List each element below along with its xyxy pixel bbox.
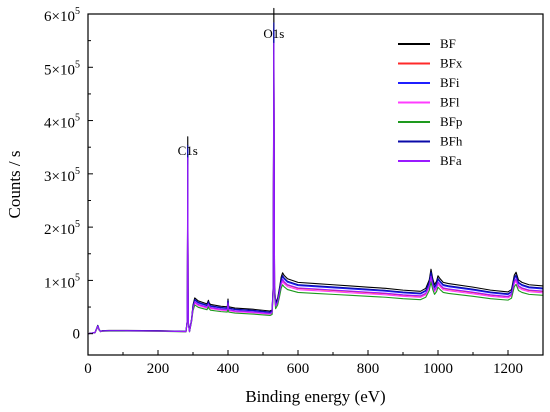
- y-tick-label: 1×105: [44, 272, 80, 291]
- x-tick-label: 600: [287, 361, 310, 377]
- legend-label-bfh: BFh: [440, 134, 463, 149]
- legend-label-bfp: BFp: [440, 114, 462, 129]
- legend-label-bf: BF: [440, 36, 456, 51]
- y-tick-label: 3×105: [44, 166, 80, 185]
- annotations-layer: C1s O1s: [178, 26, 285, 158]
- y-tick-label: 6×105: [44, 6, 80, 25]
- y-axis-label: Counts / s: [5, 150, 24, 218]
- legend-label-bfa: BFa: [440, 153, 462, 168]
- y-tick-label: 5×105: [44, 59, 80, 78]
- peak-annotation-c1s: C1s: [178, 143, 198, 158]
- y-tick-label: 4×105: [44, 113, 80, 132]
- legend: BF BFx BFi BFl BFp BFh BFa: [398, 36, 463, 168]
- x-tick-label: 800: [357, 361, 380, 377]
- series-line-bfa: [87, 42, 544, 335]
- x-tick-label: 1200: [493, 361, 523, 377]
- legend-label-bfx: BFx: [440, 56, 463, 71]
- legend-label-bfl: BFl: [440, 95, 460, 110]
- plot-frame: [87, 13, 544, 356]
- peak-annotation-o1s: O1s: [263, 26, 284, 41]
- series-layer: [87, 7, 544, 335]
- legend-label-bfi: BFi: [440, 75, 460, 90]
- x-axis-label: Binding energy (eV): [245, 387, 385, 406]
- y-tick-label: 0: [73, 327, 81, 343]
- series-line-bf: [87, 7, 544, 335]
- x-tick-label: 0: [84, 361, 92, 377]
- y-tick-label: 2×105: [44, 219, 80, 238]
- x-tick-label: 400: [217, 361, 240, 377]
- x-tick-label: 200: [147, 361, 170, 377]
- x-tick-label: 1000: [423, 361, 453, 377]
- ticks-layer: 0 200 400 600 800 1000 1200 0 1×105 2×105 3×105 4×1…: [44, 6, 523, 377]
